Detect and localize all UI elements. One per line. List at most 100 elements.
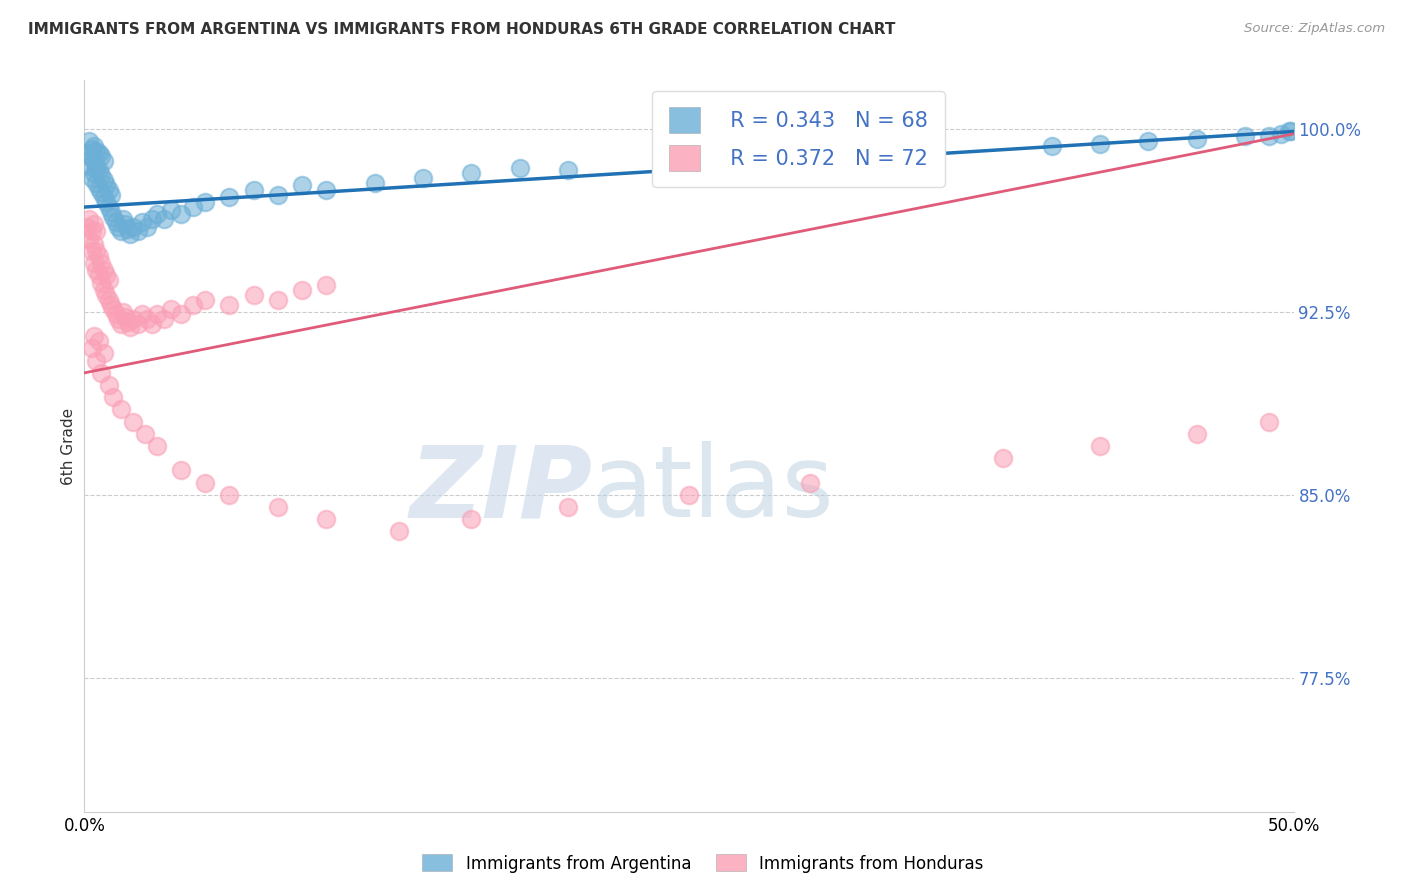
Point: [86, 244, 108, 258]
Point: [93, 153, 115, 168]
Point: [242, 288, 264, 302]
Point: [83, 329, 105, 343]
Point: [77, 232, 100, 246]
Point: [131, 307, 153, 321]
Point: [267, 500, 290, 514]
Point: [97, 273, 120, 287]
Point: [100, 187, 122, 202]
Point: [80, 342, 103, 356]
Point: [1185, 132, 1208, 146]
Point: [87, 180, 110, 194]
Point: [242, 183, 264, 197]
Text: IMMIGRANTS FROM ARGENTINA VS IMMIGRANTS FROM HONDURAS 6TH GRADE CORRELATION CHAR: IMMIGRANTS FROM ARGENTINA VS IMMIGRANTS …: [28, 22, 896, 37]
Point: [315, 183, 337, 197]
Point: [93, 263, 115, 277]
Point: [267, 293, 290, 307]
Point: [97, 293, 120, 307]
Point: [83, 139, 105, 153]
Point: [146, 439, 169, 453]
Point: [218, 488, 240, 502]
Point: [80, 151, 103, 165]
Point: [153, 212, 176, 227]
Point: [194, 475, 217, 490]
Point: [363, 176, 385, 190]
Point: [136, 312, 159, 326]
Point: [107, 219, 129, 234]
Point: [103, 302, 125, 317]
Point: [993, 451, 1015, 466]
Point: [110, 402, 132, 417]
Point: [87, 146, 110, 161]
Point: [77, 212, 100, 227]
Point: [799, 149, 821, 163]
Point: [557, 163, 579, 178]
Point: [83, 166, 105, 180]
Point: [117, 222, 139, 236]
Point: [90, 169, 112, 183]
Point: [112, 305, 135, 319]
Point: [1270, 127, 1292, 141]
Point: [94, 195, 117, 210]
Point: [141, 317, 163, 331]
Point: [104, 307, 127, 321]
Point: [87, 163, 110, 178]
Point: [1088, 439, 1111, 453]
Text: ZIP: ZIP: [409, 442, 592, 539]
Point: [87, 268, 110, 283]
Point: [1258, 415, 1281, 429]
Point: [460, 512, 482, 526]
Point: [90, 149, 112, 163]
Point: [93, 346, 115, 360]
Point: [146, 207, 169, 221]
Point: [160, 202, 183, 217]
Point: [181, 297, 204, 311]
Point: [94, 288, 117, 302]
Point: [86, 161, 108, 175]
Point: [121, 415, 143, 429]
Point: [104, 215, 127, 229]
Point: [94, 268, 117, 283]
Point: [509, 161, 531, 175]
Point: [90, 186, 112, 200]
Point: [120, 227, 142, 241]
Point: [557, 500, 579, 514]
Point: [100, 297, 122, 311]
Point: [920, 144, 942, 158]
Point: [388, 524, 411, 539]
Point: [117, 315, 139, 329]
Point: [93, 283, 115, 297]
Point: [107, 312, 129, 326]
Point: [160, 302, 183, 317]
Legend:   R = 0.343   N = 68,   R = 0.372   N = 72: R = 0.343 N = 68, R = 0.372 N = 72: [652, 91, 945, 187]
Point: [80, 170, 103, 185]
Point: [170, 207, 193, 221]
Point: [153, 312, 176, 326]
Point: [86, 176, 108, 190]
Point: [141, 212, 163, 227]
Point: [170, 307, 193, 321]
Point: [76, 146, 98, 161]
Point: [218, 190, 240, 204]
Point: [678, 488, 700, 502]
Point: [103, 210, 125, 224]
Point: [77, 134, 100, 148]
Point: [97, 183, 120, 197]
Point: [181, 200, 204, 214]
Point: [80, 142, 103, 156]
Point: [315, 278, 337, 293]
Point: [1185, 426, 1208, 441]
Point: [799, 475, 821, 490]
Point: [1234, 129, 1257, 144]
Point: [146, 307, 169, 321]
Text: Source: ZipAtlas.com: Source: ZipAtlas.com: [1244, 22, 1385, 36]
Point: [93, 190, 115, 204]
Point: [94, 178, 117, 193]
Text: atlas: atlas: [592, 442, 834, 539]
Point: [291, 178, 314, 193]
Point: [1137, 134, 1160, 148]
Point: [134, 426, 156, 441]
Point: [103, 390, 125, 404]
Point: [1088, 136, 1111, 151]
Point: [1040, 139, 1063, 153]
Point: [86, 224, 108, 238]
